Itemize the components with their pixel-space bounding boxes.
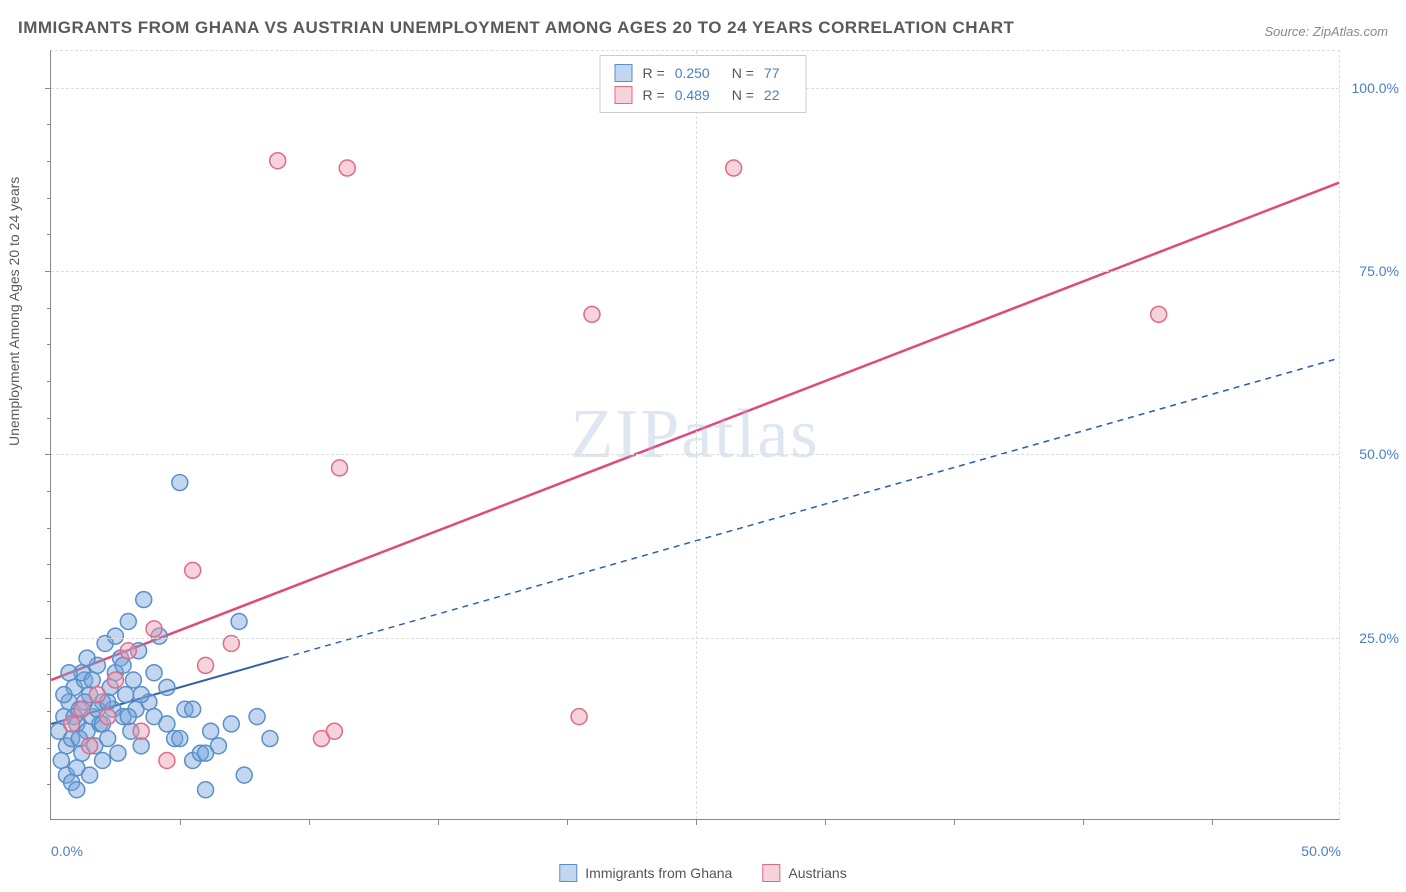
y-tick-label: 100.0%: [1344, 80, 1399, 96]
n-value-ghana: 77: [764, 65, 780, 81]
r-value-austrians: 0.489: [675, 87, 710, 103]
plot-svg: [51, 51, 1339, 819]
swatch-ghana-icon: [559, 864, 577, 882]
r-value-ghana: 0.250: [675, 65, 710, 81]
y-tick-label: 25.0%: [1344, 630, 1399, 646]
legend-label-austrians: Austrians: [788, 865, 846, 881]
y-tick-label: 50.0%: [1344, 446, 1399, 462]
legend-label-ghana: Immigrants from Ghana: [585, 865, 732, 881]
plot-area: ZIPatlas 25.0%50.0%75.0%100.0%0.0%50.0%: [50, 50, 1340, 820]
n-label: N =: [732, 87, 754, 103]
x-tick-label: 50.0%: [1301, 843, 1341, 859]
chart-title: IMMIGRANTS FROM GHANA VS AUSTRIAN UNEMPL…: [18, 18, 1014, 38]
legend-series: Immigrants from Ghana Austrians: [559, 864, 846, 882]
legend-item-ghana: Immigrants from Ghana: [559, 864, 732, 882]
y-tick-label: 75.0%: [1344, 263, 1399, 279]
legend-row-austrians: R = 0.489 N = 22: [615, 84, 792, 106]
r-label: R =: [643, 65, 665, 81]
legend-row-ghana: R = 0.250 N = 77: [615, 62, 792, 84]
r-label: R =: [643, 87, 665, 103]
legend-correlation: R = 0.250 N = 77 R = 0.489 N = 22: [600, 55, 807, 113]
swatch-austrians-icon: [762, 864, 780, 882]
swatch-ghana: [615, 64, 633, 82]
x-tick-label: 0.0%: [51, 843, 83, 859]
n-value-austrians: 22: [764, 87, 780, 103]
y-axis-title: Unemployment Among Ages 20 to 24 years: [6, 177, 22, 446]
source-label: Source: ZipAtlas.com: [1264, 24, 1388, 39]
legend-item-austrians: Austrians: [762, 864, 846, 882]
swatch-austrians: [615, 86, 633, 104]
n-label: N =: [732, 65, 754, 81]
